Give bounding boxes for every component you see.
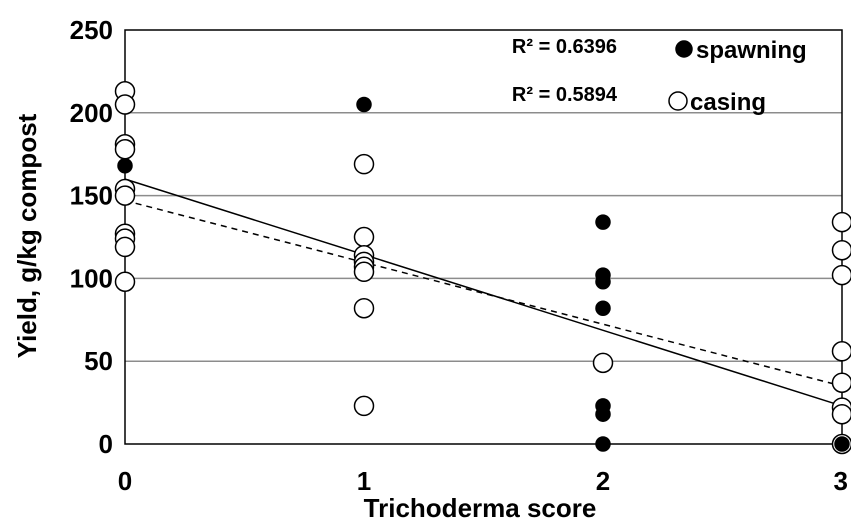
data-point-casing <box>831 240 851 261</box>
trendline-spawning <box>124 178 843 407</box>
x-axis-ticks: 0 1 2 3 <box>118 466 848 496</box>
data-point-spawning <box>356 96 372 113</box>
legend-marker-spawning <box>675 40 693 58</box>
y-tick-label: 150 <box>70 181 113 211</box>
y-tick-label: 250 <box>70 15 113 45</box>
x-axis-title: Trichoderma score <box>364 493 597 519</box>
data-point-casing <box>831 372 851 393</box>
trendlines <box>124 178 843 407</box>
y-tick-label: 0 <box>99 429 113 459</box>
data-point-casing <box>114 138 136 160</box>
data-point-spawning <box>117 158 133 174</box>
x-tick-label: 3 <box>834 466 848 496</box>
data-point-casing <box>831 211 851 233</box>
data-point-casing <box>592 352 614 374</box>
y-axis-ticks: 0 50 100 150 200 250 <box>70 15 113 459</box>
data-point-casing <box>114 271 136 292</box>
data-point-casing <box>353 226 375 248</box>
legend-marker-casing <box>668 91 688 111</box>
x-tick-label: 1 <box>357 466 371 496</box>
legend-label-spawning: spawning <box>696 37 807 64</box>
data-point-casing <box>353 395 375 417</box>
data-point-casing <box>353 261 375 283</box>
x-tick-label: 0 <box>118 466 132 496</box>
data-point-casing <box>831 403 851 425</box>
data-points <box>114 81 851 455</box>
data-point-casing <box>831 264 851 286</box>
legend: spawning casing <box>668 37 807 116</box>
data-point-casing <box>353 297 375 319</box>
trendline-casing <box>124 199 843 387</box>
data-point-spawning <box>595 406 611 422</box>
y-tick-label: 100 <box>70 263 113 293</box>
data-point-spawning <box>595 214 611 230</box>
data-point-casing <box>353 153 375 175</box>
r2-label-casing: R² = 0.5894 <box>512 84 618 106</box>
y-tick-label: 50 <box>84 346 113 376</box>
x-tick-label: 2 <box>596 466 610 496</box>
data-point-casing <box>114 94 136 115</box>
y-axis-title: Yield, g/kg compost <box>12 113 42 358</box>
data-point-spawning <box>595 300 611 316</box>
data-point-spawning <box>595 273 611 290</box>
data-point-casing <box>114 185 136 206</box>
r2-label-spawning: R² = 0.6396 <box>512 36 617 58</box>
data-point-spawning <box>834 436 850 452</box>
gridlines <box>125 112 842 362</box>
data-point-casing <box>114 236 136 258</box>
data-point-spawning <box>595 436 611 452</box>
y-tick-label: 200 <box>70 98 113 128</box>
legend-label-casing: casing <box>690 89 766 116</box>
data-point-casing <box>831 341 851 362</box>
